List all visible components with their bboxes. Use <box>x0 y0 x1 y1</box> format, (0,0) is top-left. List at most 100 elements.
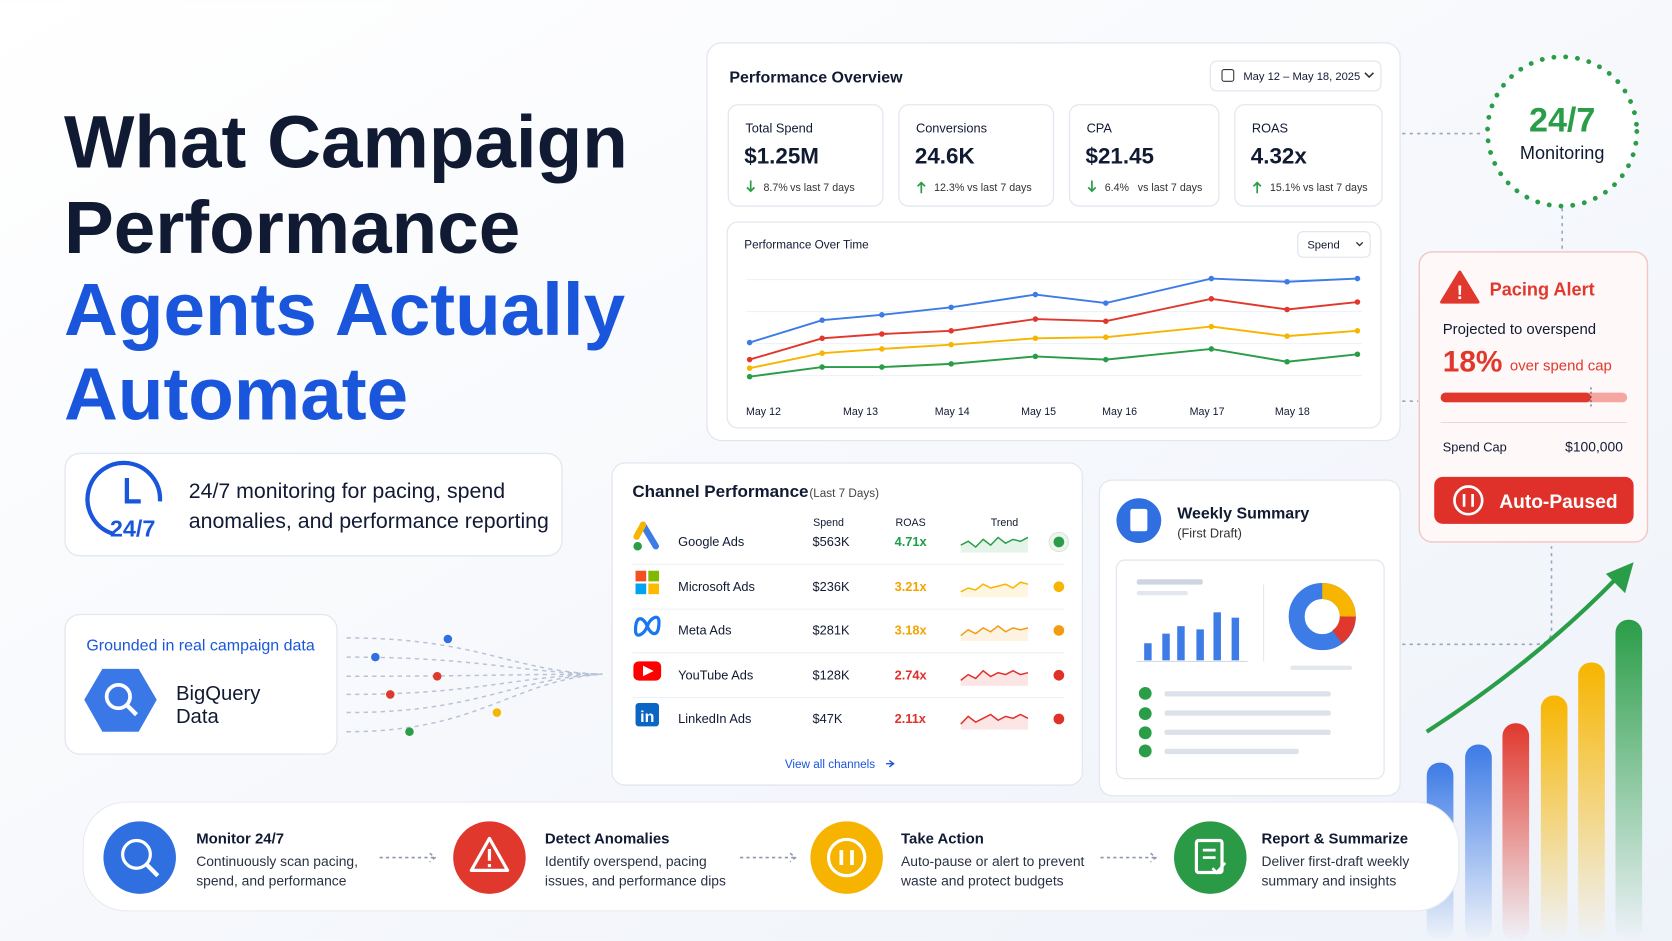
callout-text: 24/7 monitoring for pacing, spend <box>189 479 505 503</box>
date-range[interactable]: May 12 – May 18, 2025 <box>1243 71 1360 83</box>
trend-point <box>819 335 825 342</box>
headline: What Campaign Performance Agents Actuall… <box>64 100 628 436</box>
status-dot <box>1053 669 1065 681</box>
chart-title: Performance Over Time <box>744 239 868 252</box>
cap-value: $100,000 <box>1565 438 1623 454</box>
trend-point <box>948 328 954 334</box>
chart-card <box>726 221 1382 429</box>
step-text: issues, and performance dips <box>545 872 726 888</box>
kpi-change: 12.3% <box>934 182 965 194</box>
kpi-note: vs last 7 days <box>1303 182 1368 194</box>
date-picker[interactable] <box>1209 60 1382 92</box>
channel-period: (Last 7 Days) <box>809 487 879 500</box>
channel-icon <box>633 661 662 681</box>
trend-point <box>948 304 954 311</box>
x-label: May 16 <box>1102 406 1137 418</box>
trend-point <box>1032 353 1039 360</box>
status-dot <box>1053 625 1065 636</box>
clock-badge: 24/7 <box>110 516 156 542</box>
icon-part <box>635 570 647 582</box>
column-header: Trend <box>991 517 1019 529</box>
icon-part <box>633 541 642 551</box>
step-text: Auto-pause or alert to prevent <box>901 853 1085 869</box>
channel-name: LinkedIn Ads <box>678 711 751 726</box>
kpi-note: vs last 7 days <box>790 182 855 194</box>
kpi-arrow <box>1087 180 1097 193</box>
icon-part <box>648 583 659 595</box>
headline-line: Agents Actually <box>64 267 626 351</box>
bigquery-glass <box>104 682 132 711</box>
summary-preview <box>1115 559 1385 780</box>
kpi-change: 6.4% <box>1105 182 1130 194</box>
icon-part <box>145 863 160 878</box>
icon-part <box>633 615 661 637</box>
metric[interactable]: Spend <box>1307 240 1339 252</box>
kpi-note: vs last 7 days <box>1138 182 1203 194</box>
channel-spend: $47K <box>813 711 843 726</box>
trend-point <box>879 364 885 370</box>
step-text: summary and insights <box>1261 872 1396 888</box>
step-arrow <box>740 852 797 863</box>
metric-picker[interactable] <box>1297 231 1371 258</box>
trend-point <box>746 356 753 363</box>
headline-line: Automate <box>64 351 408 435</box>
trend-point <box>1103 356 1109 363</box>
auto-paused-label[interactable]: Auto-Paused <box>1499 492 1617 513</box>
data-source-name: Data <box>176 706 220 728</box>
trend-point <box>1103 334 1109 340</box>
pause-icon <box>1453 485 1484 516</box>
sparkline <box>960 536 1029 549</box>
sparkline <box>960 581 1029 593</box>
monitoring-number: 24/7 <box>1529 101 1595 139</box>
trend-point <box>1354 328 1361 334</box>
cap-label: Spend Cap <box>1443 439 1507 454</box>
kpi-card <box>898 104 1055 207</box>
icon-part <box>639 521 659 550</box>
icon-part <box>635 583 647 595</box>
step-text: Deliver first-draft weekly <box>1261 853 1409 869</box>
step-text: Identify overspend, pacing <box>545 853 707 869</box>
trend-point <box>746 373 753 380</box>
callout-text: anomalies, and performance reporting <box>189 509 549 533</box>
trend-point <box>1032 291 1039 298</box>
trend-point <box>948 341 954 348</box>
view-all-link[interactable]: View all channels <box>785 758 875 771</box>
trend-point <box>1284 306 1290 313</box>
kpi-value: 4.32x <box>1251 143 1308 168</box>
trend-point <box>1032 316 1039 322</box>
trend-point <box>1284 278 1290 285</box>
channel-title: Channel Performance <box>632 482 808 501</box>
trend-point <box>948 361 954 367</box>
kpi-label: Total Spend <box>745 120 813 135</box>
icon-part <box>635 702 659 727</box>
sparkline-area <box>960 537 1028 553</box>
summary-subtitle: (First Draft) <box>1177 526 1242 541</box>
data-source-label: Grounded in real campaign data <box>86 638 314 655</box>
sparkline <box>960 713 1029 725</box>
alert-icon <box>1440 270 1480 304</box>
calendar-icon <box>1221 69 1235 82</box>
step-text: spend, and performance <box>196 872 347 888</box>
trend-point <box>1208 323 1215 330</box>
pause-bars <box>1462 493 1474 507</box>
auto-paused-button[interactable] <box>1434 476 1634 524</box>
trend-lines <box>746 275 1361 380</box>
step-text: waste and protect budgets <box>900 872 1064 888</box>
steps-bar <box>82 801 1460 912</box>
kpi-card <box>1234 104 1383 207</box>
sparkline <box>960 625 1029 637</box>
sparkline-area <box>960 670 1028 686</box>
chevron <box>1355 241 1364 247</box>
kpi-arrow <box>746 180 756 193</box>
monitoring-ring <box>1485 54 1640 209</box>
trend-point <box>746 339 753 346</box>
doc-icon-page <box>1130 508 1148 532</box>
channel-roas: 3.21x <box>895 579 928 594</box>
kpi-change: 8.7% <box>763 182 788 194</box>
trend-point <box>1284 358 1290 365</box>
summary-graphics <box>1136 579 1356 758</box>
kpi-card <box>727 104 884 207</box>
chevron <box>1364 72 1374 79</box>
channel-spend: $236K <box>813 579 850 594</box>
